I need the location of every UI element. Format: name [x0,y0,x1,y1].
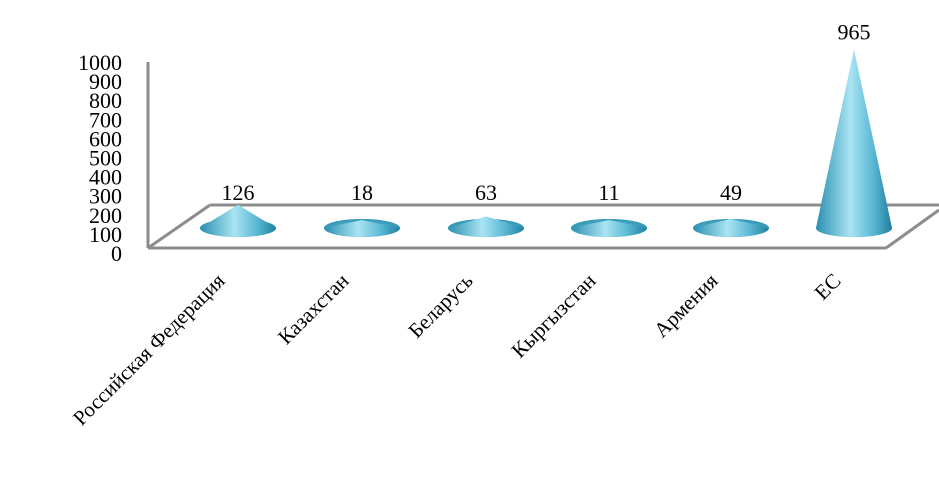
x-tick-label: Армения [649,268,723,342]
cone-mark [816,49,892,237]
cone-mark [200,204,276,237]
cones [200,49,892,237]
y-tick-label: 600 [89,126,122,151]
data-label: 11 [598,180,619,205]
cone-mark [324,219,400,237]
y-tick-label: 400 [89,165,122,190]
y-tick-label: 500 [89,146,122,171]
cone-body [448,216,524,237]
cone-body [324,220,400,237]
data-label: 63 [475,180,497,205]
y-tick-label: 800 [89,88,122,113]
x-tick-label: Российская Федерация [68,268,230,430]
y-tick-label: 1000 [78,50,122,75]
cone-body [693,218,769,237]
cone-mark [448,216,524,237]
cone-body [816,49,892,237]
cone-mark [571,219,647,237]
y-tick-label: 700 [89,107,122,132]
data-labels: 126 18 63 11 49 965 [222,19,871,205]
y-tick-label: 100 [89,222,122,247]
x-tick-label: Кыргызстан [507,269,601,363]
y-tick-label: 300 [89,184,122,209]
y-tick-label: 900 [89,69,122,94]
x-tick-label: ЕС [810,269,846,305]
y-tick-label: 200 [89,203,122,228]
floor-left-edge [147,203,211,250]
y-tick-label: 0 [111,241,122,266]
cone-mark [693,218,769,237]
cone-body [200,204,276,237]
chart-floor [146,62,939,250]
floor-right-edge [885,208,939,250]
data-label: 18 [351,180,373,205]
cone-body [571,220,647,237]
x-tick-label: Беларусь [403,269,477,343]
x-axis-labels: Российская Федерация Казахстан Беларусь Кыр… [68,268,845,430]
data-label: 126 [222,180,255,205]
data-label: 49 [720,180,742,205]
x-tick-label: Казахстан [273,269,354,350]
data-label: 965 [838,19,871,44]
